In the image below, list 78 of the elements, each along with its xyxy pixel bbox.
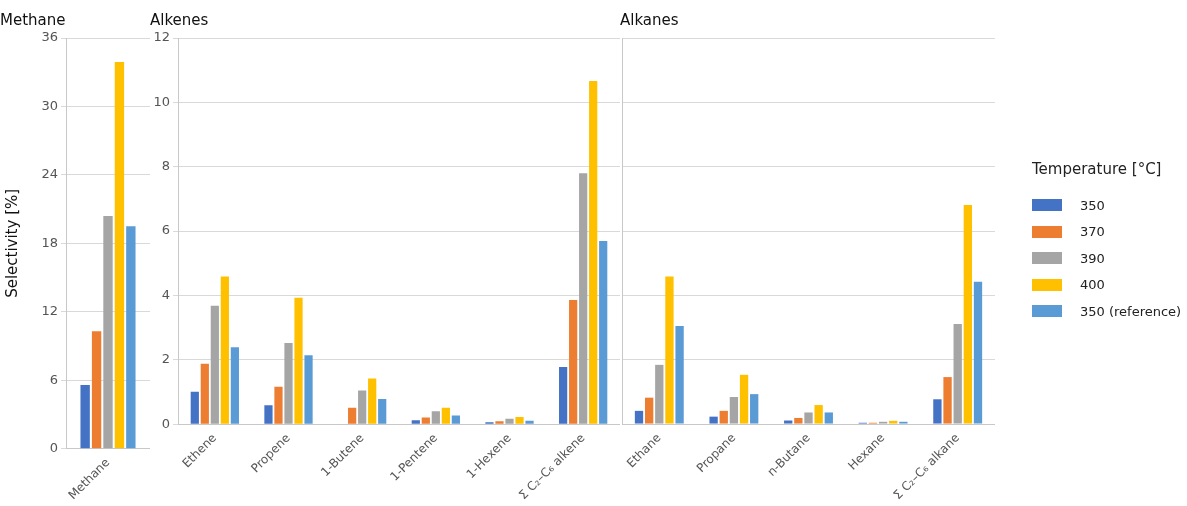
bar xyxy=(569,299,578,424)
bar xyxy=(200,363,209,424)
bar xyxy=(378,399,387,424)
chart-title: Alkenes xyxy=(150,10,209,29)
bar xyxy=(358,390,367,424)
y-axis-title: Selectivity [%] xyxy=(2,188,21,298)
bar xyxy=(824,412,833,424)
bar xyxy=(794,417,803,424)
y-tick-label: 12 xyxy=(41,303,58,319)
bar xyxy=(515,417,524,424)
y-tick-label: 6 xyxy=(49,371,58,387)
bar xyxy=(230,347,239,424)
y-tick-label: 4 xyxy=(161,286,170,302)
y-tick-label: 0 xyxy=(161,415,170,431)
y-tick-label: 0 xyxy=(49,440,58,456)
legend-label: 370 xyxy=(1080,224,1105,240)
bar xyxy=(80,384,90,449)
bar xyxy=(284,343,293,424)
bar xyxy=(579,173,588,424)
bar xyxy=(953,324,962,424)
bar xyxy=(304,355,313,424)
bar xyxy=(220,276,229,424)
bar xyxy=(441,407,450,424)
bar xyxy=(645,397,654,424)
bar xyxy=(589,81,598,424)
bar xyxy=(814,405,823,424)
bar xyxy=(348,407,357,424)
y-tick-label: 12 xyxy=(153,29,170,45)
y-tick-label: 8 xyxy=(161,158,170,174)
legend-label: 350 (reference) xyxy=(1080,303,1182,319)
bar xyxy=(495,421,504,424)
y-tick-label: 36 xyxy=(41,29,58,45)
bar xyxy=(709,416,718,424)
legend-label: 390 xyxy=(1080,250,1105,266)
bar xyxy=(411,420,420,424)
bar xyxy=(719,410,728,424)
bar xyxy=(973,281,983,424)
bar xyxy=(294,297,303,424)
bar xyxy=(665,276,674,424)
y-tick-label: 6 xyxy=(161,222,170,238)
bar xyxy=(599,241,608,424)
bar xyxy=(264,405,273,424)
bar xyxy=(675,325,684,424)
bar xyxy=(421,417,430,424)
bar xyxy=(634,410,644,424)
bar xyxy=(274,386,283,424)
legend-label: 350 xyxy=(1080,197,1105,213)
y-tick-label: 24 xyxy=(41,166,58,182)
bar xyxy=(804,412,813,424)
bar xyxy=(451,415,460,424)
bar xyxy=(103,216,113,449)
bar xyxy=(739,374,749,424)
bar xyxy=(655,364,664,424)
bar xyxy=(784,420,793,424)
chart-title: Alkanes xyxy=(620,10,679,29)
bar xyxy=(368,378,377,424)
bar xyxy=(933,399,942,424)
y-tick-label: 10 xyxy=(153,93,170,109)
bar xyxy=(889,420,898,424)
chart-title: Methane xyxy=(0,10,66,29)
bar xyxy=(559,366,568,424)
bar xyxy=(126,226,136,449)
y-tick-label: 30 xyxy=(41,97,58,113)
bar xyxy=(963,204,973,424)
bar xyxy=(943,377,952,424)
bar xyxy=(190,391,199,424)
y-tick-label: 2 xyxy=(161,351,170,367)
bar xyxy=(114,61,125,449)
legend-label: 400 xyxy=(1080,277,1105,293)
bar xyxy=(431,411,440,424)
bar xyxy=(525,420,534,424)
bar xyxy=(210,305,219,424)
y-tick-label: 18 xyxy=(41,234,58,250)
legend-title: Temperature [°C] xyxy=(1032,160,1163,178)
bar xyxy=(750,394,759,424)
bar xyxy=(91,331,102,449)
bar xyxy=(729,397,739,424)
bar xyxy=(505,418,514,424)
